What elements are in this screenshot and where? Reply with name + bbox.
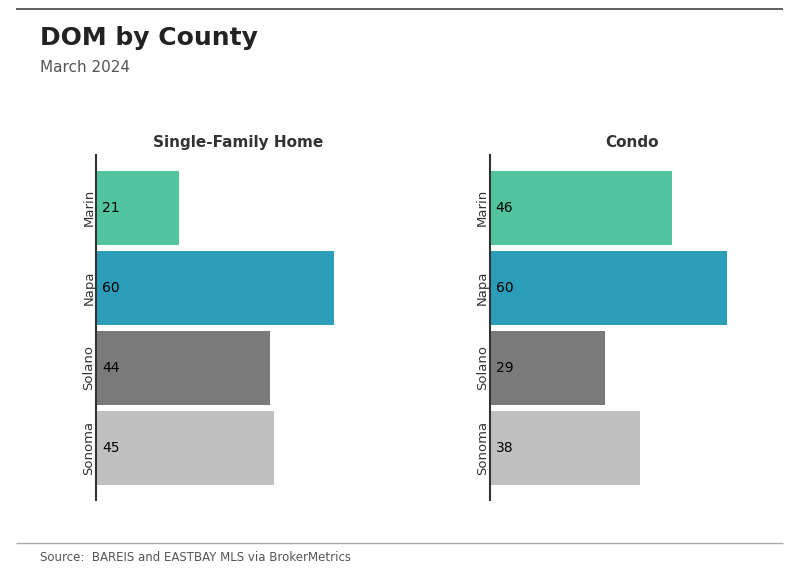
Bar [490, 171, 672, 244]
Text: 45: 45 [101, 441, 119, 455]
Bar [490, 411, 640, 485]
Bar [96, 331, 270, 405]
Title: Condo: Condo [606, 135, 659, 150]
Bar [96, 171, 179, 244]
Bar [490, 251, 727, 324]
Text: 29: 29 [495, 361, 513, 375]
Text: 44: 44 [101, 361, 119, 375]
Bar [96, 251, 334, 324]
Text: Source:  BAREIS and EASTBAY MLS via BrokerMetrics: Source: BAREIS and EASTBAY MLS via Broke… [40, 551, 351, 564]
Text: 38: 38 [495, 441, 513, 455]
Text: 60: 60 [101, 281, 119, 295]
Text: DOM by County: DOM by County [40, 26, 258, 50]
Bar [490, 331, 605, 405]
Bar [96, 411, 274, 485]
Text: 46: 46 [495, 201, 513, 214]
Text: 60: 60 [495, 281, 513, 295]
Text: 21: 21 [101, 201, 119, 214]
Text: March 2024: March 2024 [40, 60, 130, 75]
Title: Single-Family Home: Single-Family Home [153, 135, 324, 150]
